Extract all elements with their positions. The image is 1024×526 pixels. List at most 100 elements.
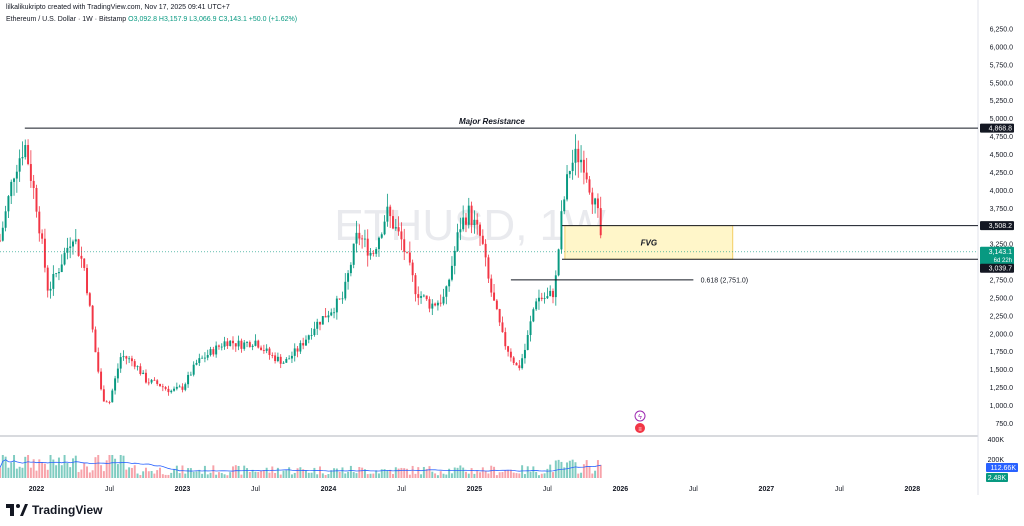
volume-bar <box>217 472 220 478</box>
volume-bar <box>386 470 389 478</box>
price-tick-label: 1,250.0 <box>990 385 1013 392</box>
candle-body <box>414 275 417 295</box>
candle-body <box>302 343 305 346</box>
candle-body <box>38 211 41 234</box>
candle-body <box>431 303 434 309</box>
volume-bar <box>159 467 161 478</box>
candle-body <box>521 358 524 369</box>
volume-bar <box>21 467 24 478</box>
volume-bar <box>220 473 223 478</box>
price-tick-label: 3,250.0 <box>990 242 1013 249</box>
candle-body <box>594 198 597 205</box>
volume-bar <box>161 474 164 478</box>
volume-bar <box>501 472 504 478</box>
volume-bar <box>282 470 285 478</box>
brand-text: TradingView <box>32 503 103 517</box>
tradingview-logo[interactable]: TradingView <box>6 502 102 518</box>
candle-body <box>335 298 338 313</box>
candle-body <box>159 383 161 387</box>
volume-bar <box>493 466 496 478</box>
volume-bar <box>504 470 507 478</box>
volume-bar <box>144 467 147 478</box>
volume-bar <box>119 455 122 478</box>
volume-bar <box>293 472 296 478</box>
volume-bar <box>546 468 549 478</box>
symbol-legend[interactable]: Ethereum / U.S. Dollar · 1W · Bitstamp O… <box>6 16 297 23</box>
candle-body <box>406 251 409 253</box>
candle-body <box>29 164 32 181</box>
volume-bar <box>523 474 526 478</box>
volume-bar <box>108 455 111 478</box>
candle-body <box>86 267 89 294</box>
candle-body <box>546 296 549 299</box>
candle-body <box>493 292 496 301</box>
candle-body <box>246 342 249 343</box>
candle-body <box>580 159 583 163</box>
current-price-tag-bg <box>980 246 1014 265</box>
volume-bar <box>38 459 41 478</box>
candle-body <box>571 162 574 172</box>
volume-bar <box>181 465 184 478</box>
candle-body <box>372 252 375 254</box>
volume-bar <box>532 466 535 478</box>
candle-body <box>369 252 372 256</box>
volume-bar <box>111 455 114 478</box>
candle-body <box>554 275 557 298</box>
volume-bar <box>290 474 293 478</box>
candle-body <box>55 273 58 274</box>
candle-body <box>299 343 302 352</box>
candle-body <box>232 340 234 344</box>
candle-body <box>41 233 44 239</box>
price-axis: 6,250.0 6,000.0 5,750.0 5,500.0 5,250.0 5,000… <box>988 27 1013 464</box>
candle-body <box>338 298 341 300</box>
volume-bar <box>582 464 585 478</box>
time-tick-label: Jul <box>397 486 406 493</box>
volume-bar <box>170 472 173 478</box>
candle-body <box>114 378 117 391</box>
volume-bar <box>554 460 557 478</box>
candle-body <box>319 321 321 325</box>
candle-body <box>307 335 310 340</box>
volume-bar <box>201 473 204 478</box>
candle-body <box>279 356 282 364</box>
candle-body <box>582 159 585 173</box>
volume-bar <box>462 467 465 478</box>
candle-body <box>296 348 299 352</box>
volume-bar <box>529 471 532 478</box>
countdown-tag: 6d 22h <box>994 258 1012 264</box>
volume-bar <box>72 458 74 478</box>
candle-body <box>574 148 577 163</box>
volume-bar <box>310 472 313 478</box>
volume-bar <box>445 474 448 478</box>
time-tick-label: 2026 <box>613 486 629 493</box>
price-tick-label: 2,750.0 <box>990 277 1013 284</box>
candle-body <box>170 390 173 393</box>
candle-body <box>4 211 7 228</box>
candle-body <box>0 240 1 242</box>
candle-body <box>599 208 602 236</box>
price-tick-label: 2,000.0 <box>990 331 1013 338</box>
candle-body <box>501 322 504 333</box>
volume-bar <box>248 471 251 478</box>
candle-body <box>361 238 364 240</box>
price-tick-label: 4,000.0 <box>990 188 1013 195</box>
volume-ma-tag: 2.48K <box>988 475 1007 482</box>
candle-body <box>181 386 184 390</box>
volume-bar <box>487 473 490 478</box>
candle-body <box>206 355 209 358</box>
time-tick-label: 2022 <box>29 486 45 493</box>
price-tags: 4,868.8 3,508.2 3,143.1 6d 22h 3,039.7 112.66… <box>980 123 1018 482</box>
volume-bar <box>128 467 131 478</box>
volume-bar <box>327 474 330 478</box>
volume-bar <box>91 470 94 478</box>
volume-bar <box>411 465 414 478</box>
volume-bar <box>254 471 257 478</box>
price-tick-label: 2,500.0 <box>990 295 1013 302</box>
volume-bar <box>209 472 212 478</box>
volume-bar <box>439 471 442 478</box>
volume-bar <box>260 471 263 478</box>
volume-bar <box>133 465 136 478</box>
candle-body <box>358 232 361 239</box>
volume-current-tag-bg <box>986 463 1018 472</box>
